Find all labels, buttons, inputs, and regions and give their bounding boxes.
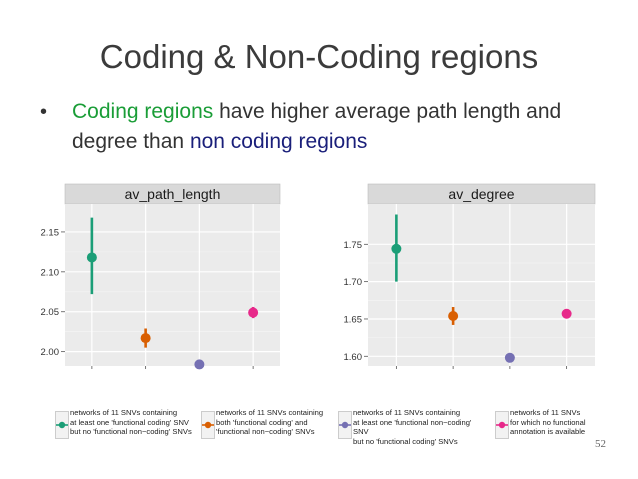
legend-label: networks of 11 SNVs containing at least …	[70, 408, 192, 436]
path-length-y-tick-label: 2.15	[41, 227, 60, 238]
slide-number: 52	[595, 438, 606, 450]
legend-item-noncoding: networks of 11 SNVs containing at least …	[338, 408, 488, 446]
degree-y-tick-label: 1.65	[344, 314, 363, 325]
path-length-point	[194, 359, 205, 370]
bullet-marker: •	[40, 101, 48, 123]
legend-label: networks of 11 SNVs for which no functio…	[510, 408, 586, 436]
av-path-length-chart: av_path_length 2.00 2.05 2.10 2.15	[41, 183, 281, 370]
path-length-panel	[65, 204, 280, 366]
degree-y-tick-label: 1.75	[344, 240, 363, 251]
path-length-y-tick-label: 2.10	[41, 267, 60, 278]
legend-item-no-annotation: networks of 11 SNVs for which no functio…	[495, 408, 600, 444]
path-length-point	[248, 307, 259, 318]
degree-title: av_degree	[448, 186, 514, 202]
slide-title: Coding & Non-Coding regions	[99, 38, 539, 75]
legend-key-green	[55, 411, 69, 439]
degree-point	[561, 308, 572, 319]
path-length-y-tick-label: 2.00	[41, 347, 60, 358]
degree-y-tick-label: 1.70	[344, 277, 363, 288]
degree-panel	[368, 204, 595, 366]
degree-point	[448, 310, 459, 321]
degree-point	[504, 352, 515, 363]
path-length-point	[140, 333, 151, 344]
path-length-y-tick-label: 2.05	[41, 307, 60, 318]
chart-legend: networks of 11 SNVs containing at least …	[55, 408, 600, 446]
degree-point	[391, 243, 402, 254]
legend-key-orange	[201, 411, 215, 439]
non-coding-regions-highlight: non coding regions	[189, 130, 368, 153]
coding-regions-highlight: Coding regions	[72, 100, 214, 123]
bullet-text: Coding regions have higher average path …	[72, 97, 622, 157]
legend-label: networks of 11 SNVs containing both 'fun…	[216, 408, 324, 436]
legend-label: networks of 11 SNVs containing at least …	[353, 408, 472, 446]
path-length-point	[86, 252, 97, 263]
legend-item-coding: networks of 11 SNVs containing at least …	[55, 408, 195, 444]
path-length-title: av_path_length	[125, 186, 221, 202]
legend-key-purple	[338, 411, 352, 439]
bullet-middle-text: have higher average path length and degr…	[72, 100, 562, 153]
legend-item-both: networks of 11 SNVs containing both 'fun…	[201, 408, 339, 444]
av-degree-chart: av_degree 1.60 1.65 1.70 1.75	[344, 183, 596, 369]
legend-key-pink	[495, 411, 509, 439]
degree-y-tick-label: 1.60	[344, 352, 363, 363]
